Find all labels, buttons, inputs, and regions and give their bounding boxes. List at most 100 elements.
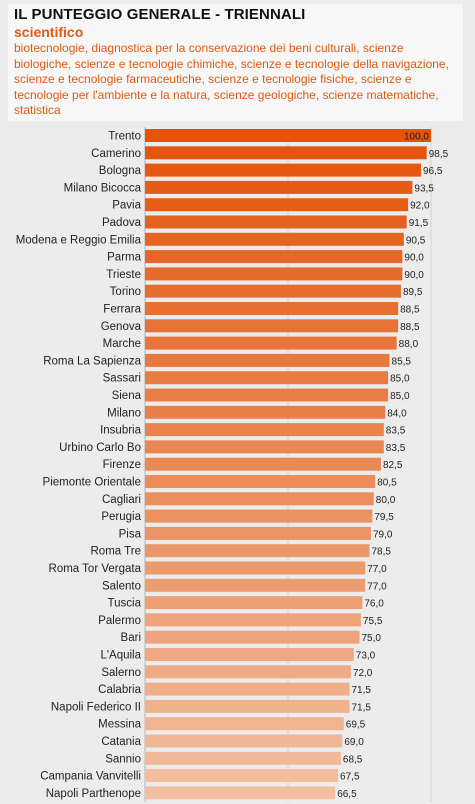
value-label: 96,5	[423, 166, 443, 177]
bar	[145, 475, 376, 488]
bar	[145, 665, 351, 679]
bar	[145, 786, 336, 800]
category-label: Insubria	[100, 425, 142, 437]
value-label: 85,5	[392, 356, 412, 367]
value-label: 75,0	[362, 633, 382, 644]
category-label: Bologna	[99, 165, 142, 177]
bar	[145, 180, 413, 194]
category-label: Modena e Reggio Emilia	[16, 234, 142, 246]
category-label: Piemonte Orientale	[43, 477, 141, 489]
value-label: 90,0	[404, 253, 424, 264]
value-label: 72,0	[353, 668, 373, 679]
category-label: Perugia	[101, 511, 141, 523]
value-label: 68,5	[343, 754, 363, 765]
value-label: 79,0	[373, 529, 393, 540]
bar	[145, 423, 384, 437]
category-label: Bari	[121, 632, 141, 644]
value-label: 90,5	[406, 235, 426, 246]
value-label: 89,5	[403, 287, 423, 298]
value-label: 90,0	[404, 270, 424, 281]
bar	[145, 371, 389, 385]
value-label: 73,0	[356, 651, 376, 662]
chart-subtitle: scientifico	[14, 24, 84, 40]
bar	[145, 319, 399, 333]
value-label: 88,0	[399, 339, 419, 350]
bar	[145, 129, 431, 142]
category-label: Milano	[107, 407, 141, 419]
value-label: 85,0	[390, 374, 410, 385]
value-label: 98,5	[429, 149, 449, 160]
bar	[145, 682, 350, 696]
category-label: Salerno	[101, 667, 141, 679]
category-label: Napoli Federico II	[51, 701, 141, 713]
value-label: 75,5	[363, 616, 383, 627]
bar	[145, 578, 366, 592]
chart-description: biotecnologie, diagnostica per la conser…	[14, 41, 449, 117]
value-label: 78,5	[372, 547, 392, 558]
value-label: 80,0	[376, 495, 396, 506]
bar	[145, 440, 384, 454]
bar	[145, 457, 381, 471]
value-label: 71,5	[351, 685, 371, 696]
category-label: Milano Bicocca	[64, 182, 142, 194]
category-label: Ferrara	[103, 304, 141, 316]
category-label: Roma Tre	[91, 546, 142, 558]
bar	[145, 163, 421, 177]
category-label: Trento	[108, 131, 141, 143]
value-label: 71,5	[351, 702, 371, 713]
bar	[145, 267, 403, 281]
value-label: 77,0	[367, 581, 387, 592]
category-label: Tuscia	[108, 598, 142, 610]
value-label: 83,5	[386, 426, 406, 437]
value-label: 66,5	[337, 789, 357, 800]
category-label: Calabria	[98, 684, 141, 696]
value-label: 67,5	[340, 772, 360, 783]
value-label: 88,5	[400, 305, 420, 316]
value-label: 92,0	[410, 201, 430, 212]
bar	[145, 613, 361, 627]
bar	[145, 769, 339, 783]
chart-header: IL PUNTEGGIO GENERALE - TRIENNALI scient…	[8, 4, 463, 121]
category-label: Genova	[101, 321, 142, 333]
value-label: 76,0	[364, 599, 384, 610]
bar	[145, 717, 344, 731]
category-label: Messina	[98, 719, 141, 731]
bar	[145, 751, 341, 765]
value-label: 69,5	[346, 720, 366, 731]
bar	[145, 544, 370, 558]
bar	[145, 405, 386, 419]
category-label: Catania	[101, 736, 141, 748]
bar	[145, 699, 350, 713]
bar	[145, 648, 354, 661]
value-label: 100,0	[404, 132, 429, 143]
category-label: L'Aquila	[100, 650, 141, 662]
category-label: Pavia	[112, 200, 141, 212]
bar	[145, 388, 389, 402]
value-label: 80,5	[377, 478, 397, 489]
category-label: Firenze	[103, 459, 141, 471]
bar	[145, 734, 343, 748]
bar	[145, 215, 407, 229]
category-label: Palermo	[98, 615, 141, 627]
category-label: Pisa	[119, 528, 142, 540]
bar	[145, 146, 427, 160]
category-label: Sassari	[103, 373, 141, 385]
value-label: 84,0	[387, 408, 407, 419]
bar	[145, 302, 399, 315]
value-label: 88,5	[400, 322, 420, 333]
value-label: 69,0	[344, 737, 364, 748]
category-label: Cagliari	[102, 494, 141, 506]
value-label: 79,5	[374, 512, 394, 523]
bar	[145, 353, 390, 367]
value-label: 83,5	[386, 443, 406, 454]
bar	[145, 561, 366, 575]
category-label: Parma	[107, 252, 141, 264]
category-label: Urbino Carlo Bo	[59, 442, 141, 454]
category-label: Camerino	[91, 148, 141, 160]
value-label: 93,5	[414, 183, 434, 194]
category-label: Roma Tor Vergata	[49, 563, 142, 575]
bar	[145, 492, 374, 506]
category-label: Salento	[102, 580, 141, 592]
category-label: Campania Vanvitelli	[40, 771, 141, 783]
